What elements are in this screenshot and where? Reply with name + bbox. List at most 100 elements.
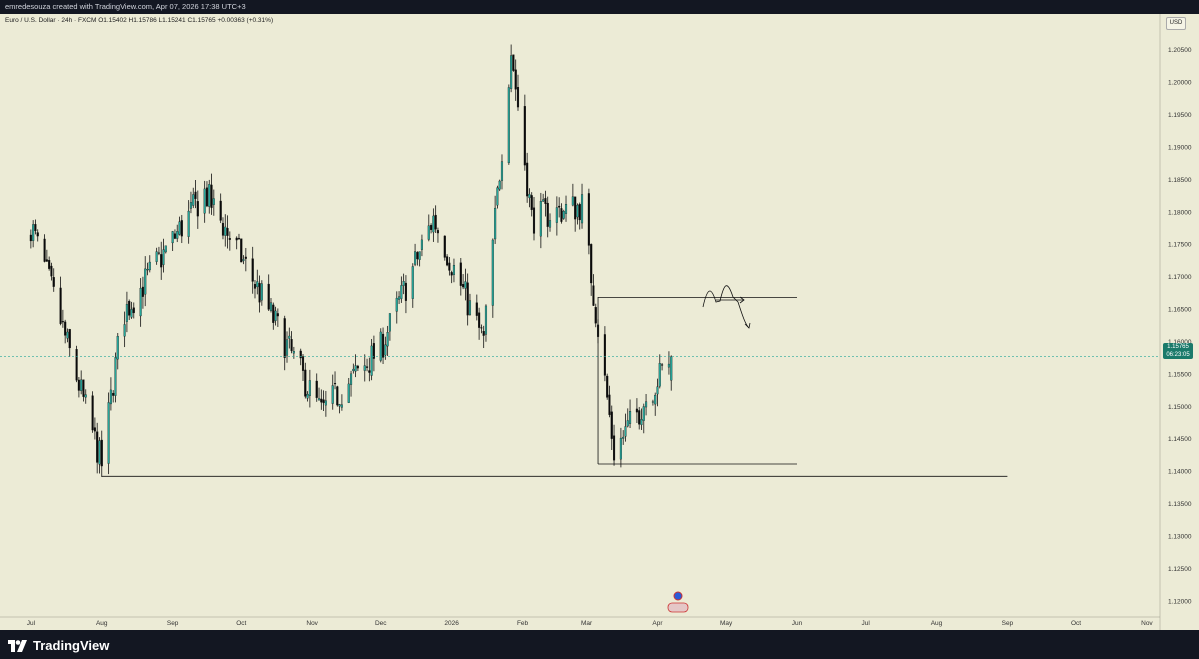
candle-body <box>107 402 110 464</box>
candle-body <box>484 305 488 335</box>
price-tick-label: 1.14500 <box>1168 436 1192 443</box>
candle-body <box>272 304 275 323</box>
candle-body <box>430 225 433 230</box>
candle-body <box>205 187 209 207</box>
candle-body <box>61 321 64 323</box>
candle-body <box>498 180 501 190</box>
candle-body <box>187 210 190 237</box>
candle-body <box>446 256 449 266</box>
candle-body <box>475 302 478 316</box>
candle-body <box>290 339 293 352</box>
candle-body <box>670 356 673 381</box>
chart-svg[interactable]: 1.20500 1.20000 1.19500 1.19000 1.18500 1.180… <box>0 14 1199 630</box>
time-tick-label: Sep <box>1002 620 1014 627</box>
candle-body <box>52 277 55 287</box>
candle-body <box>626 420 629 427</box>
candle-body <box>635 408 638 413</box>
candle-body <box>558 205 561 208</box>
candle-body <box>260 283 263 301</box>
candle-body <box>580 194 584 224</box>
candle-body <box>386 332 389 347</box>
symbol-info: Euro / U.S. Dollar · 24h · FXCM O1.15402… <box>5 17 274 24</box>
candle-body <box>292 351 295 354</box>
candle-body <box>427 225 430 240</box>
logo-text: TradingView <box>33 638 110 653</box>
time-tick-label: Aug <box>931 620 943 627</box>
time-tick-label: 2026 <box>444 620 459 627</box>
candle-body <box>494 207 497 240</box>
candle-body <box>491 239 494 306</box>
candle-body <box>610 411 613 439</box>
candle-body <box>544 198 547 204</box>
candle-body <box>661 364 664 366</box>
candle-body <box>603 334 606 376</box>
credit-header: emredesouza created with TradingView.com… <box>0 0 1199 14</box>
range-top-line <box>597 296 798 465</box>
candle-body <box>160 254 163 268</box>
candle-body <box>253 283 257 289</box>
candle-body <box>532 207 536 234</box>
price-tick-label: 1.16000 <box>1168 339 1192 346</box>
candle-body <box>336 386 339 406</box>
price-tick-label: 1.18000 <box>1168 209 1192 216</box>
candle-body <box>324 400 327 406</box>
candle-body <box>75 349 78 381</box>
candle-body <box>356 365 359 369</box>
candle-body <box>116 336 119 360</box>
event-icon <box>673 591 683 601</box>
tradingview-logo-icon <box>8 639 27 652</box>
candle-body <box>590 244 593 284</box>
candle-body <box>594 307 597 324</box>
candle-body <box>139 288 142 317</box>
price-tick-label: 1.13500 <box>1168 501 1192 508</box>
candle-body <box>288 335 291 339</box>
price-tick-label: 1.19000 <box>1168 144 1192 151</box>
candle-body <box>203 188 206 214</box>
candle-body <box>432 215 435 233</box>
price-tick-label: 1.15000 <box>1168 404 1192 411</box>
candle-body <box>192 194 195 206</box>
candle-body <box>512 54 515 71</box>
candle-body <box>219 200 222 221</box>
last-price-value: 1.15765 <box>1167 344 1189 350</box>
chart-area[interactable]: 1.20500 1.20000 1.19500 1.19000 1.18500 1.180… <box>0 14 1199 630</box>
candle-body <box>50 265 53 277</box>
candle-body <box>240 238 243 263</box>
time-tick-label: Aug <box>96 620 108 627</box>
candle-body <box>91 395 94 431</box>
candle-body <box>283 318 286 358</box>
price-tick-label: 1.16500 <box>1168 307 1192 314</box>
candle-body <box>507 87 510 164</box>
candle-body <box>468 300 472 315</box>
candle-body <box>612 435 616 461</box>
candle-body <box>317 398 321 401</box>
candle-body <box>130 309 133 318</box>
candle-body <box>32 224 35 241</box>
candle-body <box>414 251 417 265</box>
currency-button[interactable]: USD <box>1166 17 1186 30</box>
candle-body <box>68 329 71 349</box>
candle-body <box>171 231 174 244</box>
price-tick-label: 1.15500 <box>1168 371 1192 378</box>
candle-body <box>528 193 531 199</box>
candle-body <box>244 256 247 259</box>
candle-body <box>162 249 165 265</box>
candle-body <box>285 339 289 356</box>
candle-body <box>258 283 261 303</box>
candle-body <box>267 283 270 310</box>
candle-body <box>372 343 375 359</box>
candle-body <box>59 287 62 324</box>
candle-body <box>411 266 414 299</box>
candle-body <box>539 201 542 237</box>
tradingview-logo[interactable]: TradingView <box>8 638 109 653</box>
candle-body <box>574 196 577 220</box>
candle-body <box>251 258 254 282</box>
candle-body <box>128 301 131 316</box>
candle-body <box>146 269 149 271</box>
footer: TradingView <box>0 630 1199 659</box>
candle-body <box>96 431 99 463</box>
candle-body <box>608 394 611 415</box>
candle-body <box>29 234 32 242</box>
candle-body <box>333 383 337 385</box>
candle-body <box>304 369 307 397</box>
